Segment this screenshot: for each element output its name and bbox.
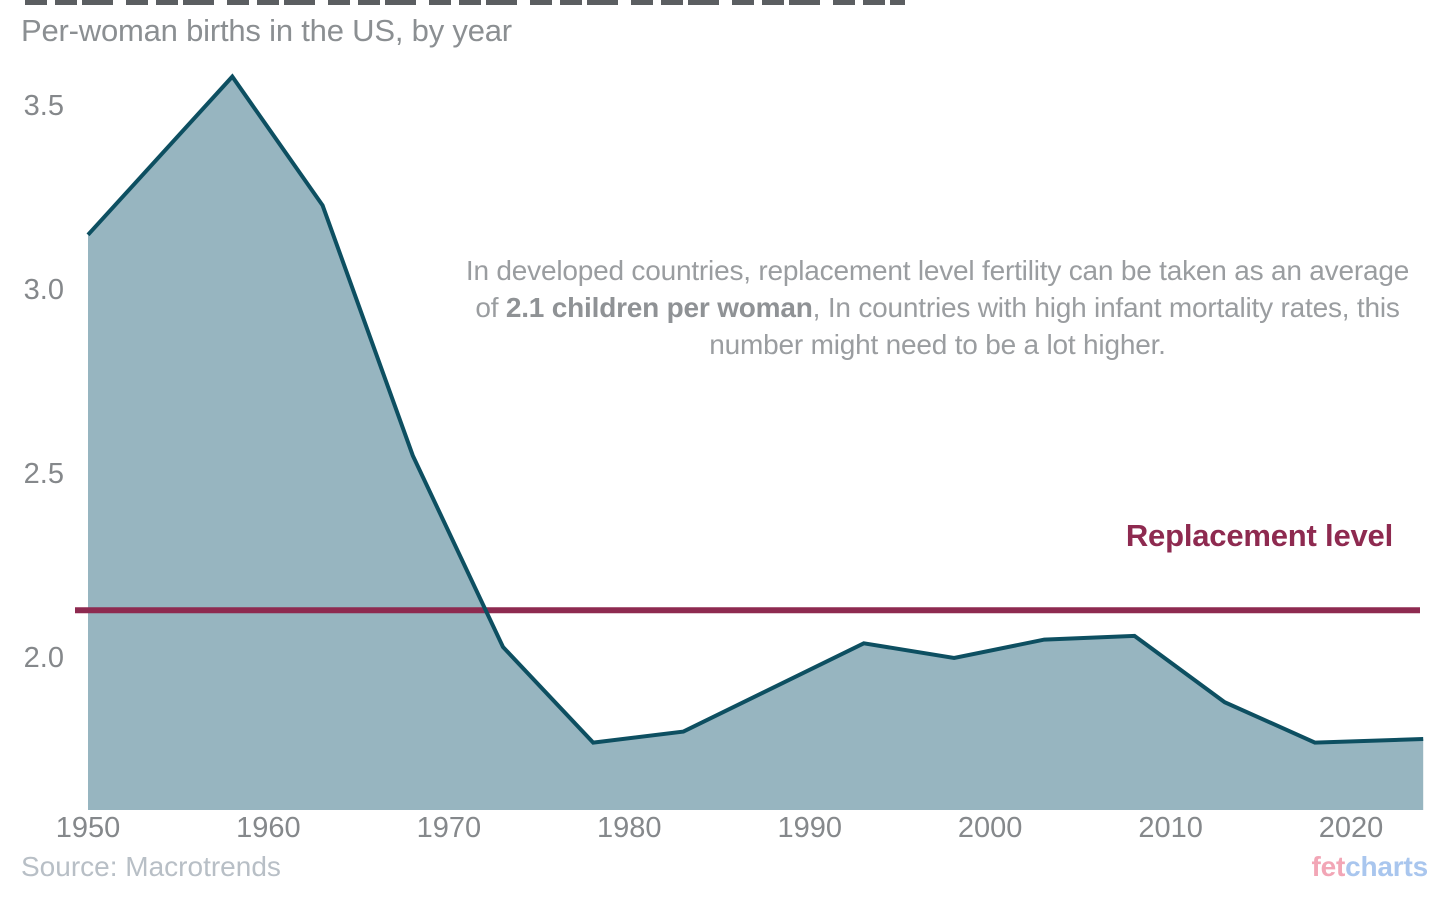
- replacement-level-label: Replacement level: [1125, 518, 1393, 553]
- annotation-pre: In developed countries, replacement leve…: [465, 255, 1410, 323]
- source-credit: Source: Macrotrends: [21, 851, 281, 882]
- chart-subtitle: Per-woman births in the US, by year: [21, 13, 512, 48]
- brand-charts: charts: [1345, 851, 1428, 882]
- brand-watermark: fetcharts: [1208, 851, 1429, 883]
- x-tick-label: 2010: [1138, 812, 1203, 844]
- fertility-trend-line: [86, 73, 1424, 745]
- y-tick-label: 2.5: [23, 458, 64, 490]
- annotation-bold: 2.1 children per woman: [505, 292, 813, 323]
- x-tick-label: 2020: [1318, 812, 1384, 844]
- y-tick-label: 3.5: [23, 90, 64, 122]
- x-tick-label: 1990: [777, 812, 842, 844]
- x-tick-label: 1980: [597, 812, 662, 844]
- clipped-main-title-remnant: [25, 0, 905, 5]
- x-tick-label: 1950: [55, 812, 121, 844]
- x-tick-label: 1970: [416, 812, 482, 844]
- annotation-post: , In countries with high infant mortalit…: [709, 292, 1400, 360]
- y-tick-label: 2.0: [23, 642, 64, 674]
- brand-fet: fet: [1311, 851, 1346, 882]
- replacement-annotation: In developed countries, replacement leve…: [455, 252, 1420, 363]
- x-tick-label: 2000: [957, 812, 1023, 844]
- fertility-area-fill: [88, 76, 1424, 811]
- y-tick-label: 3.0: [23, 274, 64, 306]
- x-tick-label: 1960: [236, 812, 301, 844]
